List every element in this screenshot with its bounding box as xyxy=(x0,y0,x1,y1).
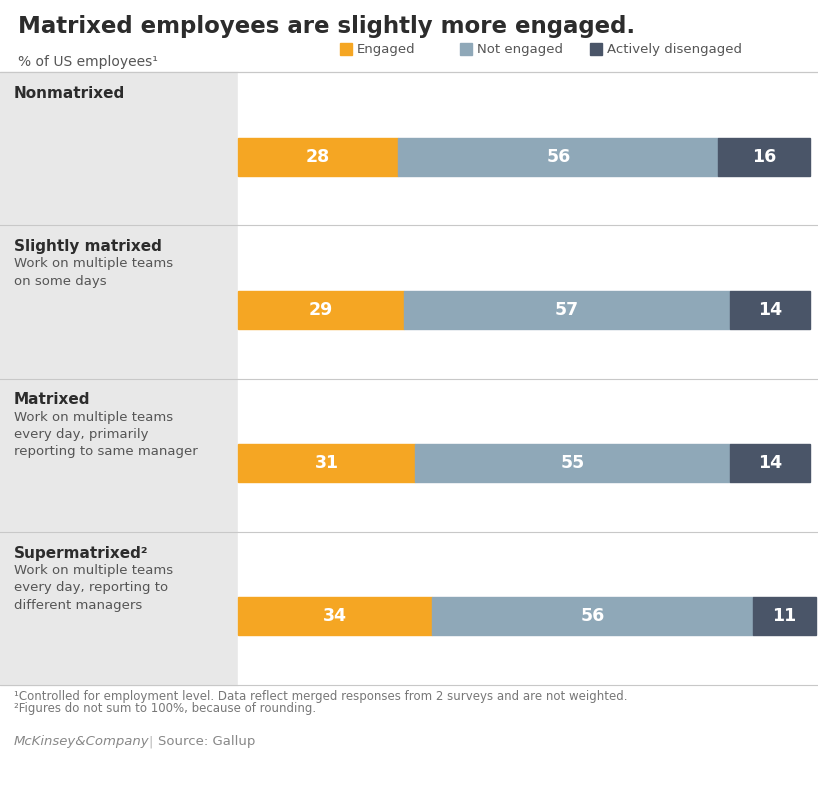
Text: 56: 56 xyxy=(581,608,605,626)
Bar xyxy=(238,597,433,635)
Bar xyxy=(460,43,472,55)
Text: 56: 56 xyxy=(546,148,570,166)
Bar xyxy=(238,378,818,532)
Text: Slightly matrixed: Slightly matrixed xyxy=(14,239,162,254)
Text: 31: 31 xyxy=(315,454,339,472)
Text: ²Figures do not sum to 100%, because of rounding.: ²Figures do not sum to 100%, because of … xyxy=(14,702,316,715)
Bar xyxy=(238,137,398,175)
Bar xyxy=(416,444,730,482)
Text: 55: 55 xyxy=(560,454,585,472)
Bar xyxy=(404,291,730,329)
Bar xyxy=(340,43,352,55)
Text: 14: 14 xyxy=(758,301,782,319)
Text: Work on multiple teams
every day, reporting to
different managers: Work on multiple teams every day, report… xyxy=(14,564,173,611)
Bar xyxy=(753,597,816,635)
Bar xyxy=(0,225,238,378)
Bar xyxy=(0,72,238,225)
Bar xyxy=(238,72,818,225)
Bar xyxy=(730,444,810,482)
Text: % of US employees¹: % of US employees¹ xyxy=(18,55,158,69)
Text: 29: 29 xyxy=(309,301,333,319)
Text: 28: 28 xyxy=(306,148,330,166)
Bar xyxy=(730,291,810,329)
Bar xyxy=(0,378,238,532)
Text: Matrixed employees are slightly more engaged.: Matrixed employees are slightly more eng… xyxy=(18,15,635,38)
Text: |: | xyxy=(148,735,152,748)
Text: Not engaged: Not engaged xyxy=(477,43,563,55)
Bar xyxy=(238,444,416,482)
Bar xyxy=(718,137,810,175)
Text: 14: 14 xyxy=(758,454,782,472)
Text: Engaged: Engaged xyxy=(357,43,416,55)
Bar xyxy=(238,291,404,329)
Text: Work on multiple teams
every day, primarily
reporting to same manager: Work on multiple teams every day, primar… xyxy=(14,411,198,458)
Text: ¹Controlled for employment level. Data reflect merged responses from 2 surveys a: ¹Controlled for employment level. Data r… xyxy=(14,690,627,703)
Text: 57: 57 xyxy=(555,301,579,319)
Text: Actively disengaged: Actively disengaged xyxy=(607,43,742,55)
Bar xyxy=(398,137,718,175)
Bar xyxy=(0,532,238,685)
Text: 11: 11 xyxy=(772,608,797,626)
Text: 16: 16 xyxy=(752,148,776,166)
Text: Supermatrixed²: Supermatrixed² xyxy=(14,546,149,561)
Bar xyxy=(238,532,818,685)
Text: Source: Gallup: Source: Gallup xyxy=(158,735,255,748)
Bar xyxy=(433,597,753,635)
Bar xyxy=(590,43,602,55)
Text: Matrixed: Matrixed xyxy=(14,393,91,408)
Text: 34: 34 xyxy=(323,608,347,626)
Bar xyxy=(238,225,818,378)
Text: Work on multiple teams
on some days: Work on multiple teams on some days xyxy=(14,258,173,288)
Text: McKinsey&Company: McKinsey&Company xyxy=(14,735,150,748)
Text: Nonmatrixed: Nonmatrixed xyxy=(14,86,125,101)
